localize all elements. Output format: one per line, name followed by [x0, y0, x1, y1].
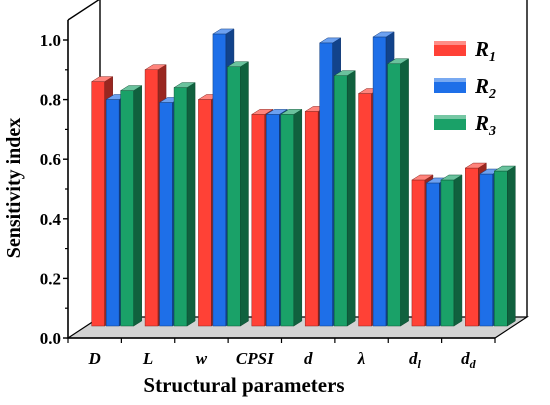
legend-label: R3: [474, 111, 496, 139]
x-tick-label-2: L: [142, 349, 153, 368]
legend-item-2: R2: [434, 74, 496, 102]
x-tick-label-8: dd: [461, 349, 477, 371]
chart-legend: R1 R2 R3: [434, 37, 496, 139]
x-tick-label-4: CPSI: [236, 349, 275, 368]
bar-3-3: [226, 61, 250, 327]
legend-label: R2: [474, 74, 496, 102]
chart-bars: [90, 28, 517, 327]
y-axis-label: Sensitivity index: [3, 118, 25, 259]
bar-3-8: [493, 165, 517, 327]
bar-3-6: [386, 58, 410, 327]
bar-3-4: [279, 108, 303, 327]
bar-3-7: [440, 174, 463, 327]
bar-3-1: [119, 85, 143, 327]
bar-3-5: [333, 70, 357, 327]
x-tick-label-6: λ: [357, 349, 366, 368]
y-tick-label: 0.2: [40, 269, 61, 288]
bar-3-2: [173, 82, 196, 327]
x-axis-label: Structural parameters: [143, 373, 344, 397]
legend-item-1: R1: [434, 37, 496, 65]
x-tick-label-1: D: [88, 349, 101, 368]
legend-item-3: R3: [434, 111, 496, 139]
top-depth-edge: [67, 0, 100, 21]
x-tick-label-5: d: [304, 349, 313, 368]
y-tick-label: 0.6: [40, 150, 61, 169]
y-tick-label: 0.8: [40, 91, 61, 110]
x-tick-label-7: dl: [409, 349, 422, 371]
y-tick-label: 1.0: [40, 31, 61, 50]
y-tick-label: 0.0: [40, 329, 61, 348]
legend-label: R1: [474, 37, 496, 65]
x-tick-label-3: w: [196, 349, 208, 368]
y-tick-label: 0.4: [40, 210, 62, 229]
